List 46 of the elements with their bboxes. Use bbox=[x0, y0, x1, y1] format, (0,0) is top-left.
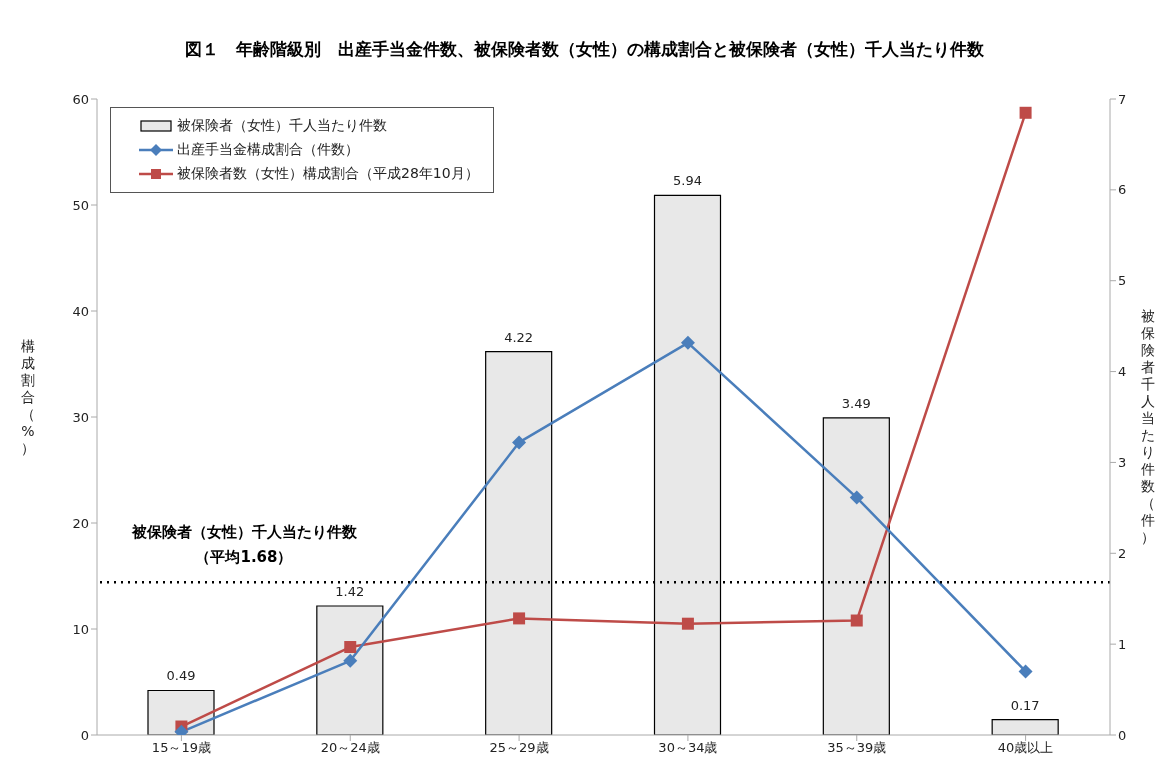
bar bbox=[316, 605, 384, 735]
legend-label: 被保険者数（女性）構成割合（平成28年10月） bbox=[177, 165, 479, 183]
x-tick-label: 35～39歳 bbox=[827, 740, 887, 756]
point bbox=[680, 335, 695, 350]
point bbox=[343, 653, 358, 668]
point bbox=[849, 490, 864, 505]
data-label: 3.49 bbox=[841, 395, 871, 411]
y2-tick-label: 3 bbox=[1118, 455, 1127, 471]
data-label: 5.94 bbox=[673, 173, 702, 189]
bar bbox=[991, 718, 1059, 735]
text: 被保険者千人当たり件数（件） bbox=[1141, 308, 1155, 545]
point bbox=[344, 641, 357, 654]
y-tick-label: 0 bbox=[80, 727, 89, 743]
point bbox=[850, 614, 863, 627]
x-tick-label: 20～24歳 bbox=[320, 740, 380, 756]
point bbox=[681, 617, 694, 630]
point bbox=[1019, 106, 1032, 119]
y-tick-label: 60 bbox=[72, 91, 89, 107]
chart-title: 図１ 年齢階級別 出産手当金件数、被保険者数（女性）の構成割合と被保険者（女性）千人当たり件数 bbox=[183, 38, 985, 61]
y2-tick-label: 6 bbox=[1118, 182, 1127, 198]
y2-tick-label: 0 bbox=[1118, 727, 1127, 743]
y2-tick-label: 1 bbox=[1118, 636, 1127, 652]
y2-tick-label: 7 bbox=[1118, 91, 1127, 107]
y2-tick-label: 4 bbox=[1118, 364, 1127, 380]
data-label: 0.49 bbox=[166, 668, 196, 684]
legend-label: 被保険者（女性）千人当たり件数 bbox=[177, 117, 387, 135]
y2-tick-label: 5 bbox=[1118, 273, 1127, 289]
y-tick-label: 30 bbox=[72, 409, 89, 425]
y-axis-title: 構成割合（%） bbox=[20, 338, 36, 457]
y-tick-label: 10 bbox=[72, 621, 89, 637]
x-tick-label: 25～29歳 bbox=[489, 740, 549, 756]
point bbox=[512, 435, 527, 450]
x-tick-label: 40歳以上 bbox=[997, 740, 1054, 756]
data-label: 1.42 bbox=[335, 583, 365, 599]
y-tick-label: 20 bbox=[72, 515, 89, 531]
data-label: 4.22 bbox=[504, 329, 534, 345]
y-tick-label: 50 bbox=[72, 197, 89, 213]
data-label: 0.17 bbox=[1010, 697, 1040, 713]
x-tick-label: 15～19歳 bbox=[151, 740, 211, 756]
y-tick-label: 40 bbox=[72, 303, 89, 319]
x-tick-label: 30～34歳 bbox=[658, 740, 718, 756]
y2-tick-label: 2 bbox=[1118, 545, 1127, 561]
legend-label: 出産手当金構成割合（件数） bbox=[177, 141, 359, 159]
ref-line-label: 被保険者（女性）千人当たり件数（平均1.68） bbox=[130, 522, 358, 569]
point bbox=[513, 612, 526, 625]
point bbox=[1018, 664, 1033, 679]
